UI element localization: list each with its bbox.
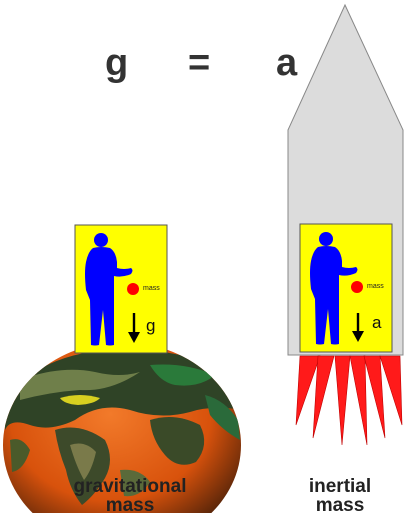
gravity-box	[74, 224, 168, 354]
earth-globe	[3, 342, 241, 513]
gravitational-mass-caption: gravitational mass	[20, 477, 240, 513]
person-icon	[310, 232, 358, 345]
equation-right-symbol: a	[276, 42, 298, 84]
ball-icon	[127, 283, 139, 295]
inertial-mass-caption: inertial mass	[270, 477, 409, 513]
down-arrow-icon	[352, 313, 364, 342]
right-accel-label: a	[372, 313, 382, 332]
rocket-icon	[287, 3, 404, 446]
ball-icon	[351, 281, 363, 293]
equation-left-symbol: g	[105, 42, 129, 84]
caption-line: mass	[105, 495, 155, 513]
down-arrow-icon	[128, 313, 140, 343]
left-mass-label: mass	[143, 285, 160, 292]
person-icon	[85, 233, 133, 346]
right-mass-label: mass	[367, 283, 384, 290]
caption-line: inertial	[308, 476, 372, 497]
caption-line: gravitational	[73, 476, 187, 497]
flame-icon	[295, 355, 403, 446]
inertia-box	[299, 223, 393, 353]
left-accel-label: g	[146, 316, 156, 335]
equation-operator: =	[188, 42, 211, 84]
caption-line: mass	[315, 495, 365, 513]
